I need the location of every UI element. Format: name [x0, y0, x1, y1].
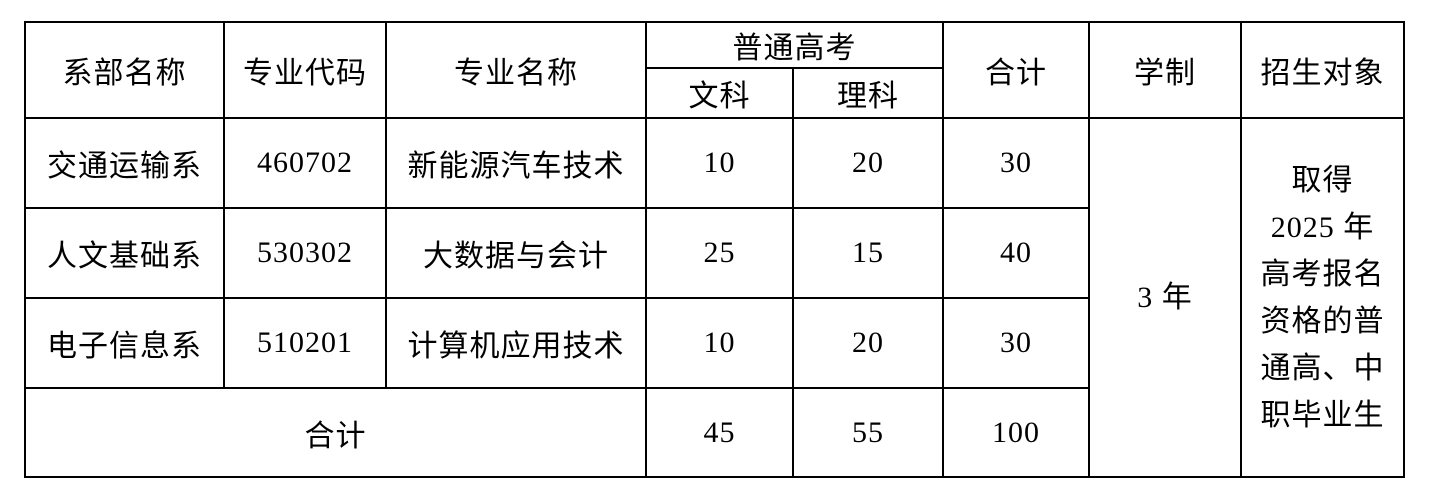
cell-science-count: 20 — [792, 117, 944, 209]
cell-liberal-arts-count: 10 — [645, 297, 794, 389]
header-target: 招生对象 — [1240, 21, 1405, 119]
summary-science-total: 55 — [792, 387, 944, 478]
header-major-code: 专业代码 — [223, 21, 387, 119]
header-science: 理科 — [792, 67, 944, 119]
enrollment-plan-table: 系部名称 专业代码 专业名称 普通高考 合计 学制 招生对象 文科 理科 交通运… — [24, 21, 1405, 478]
header-liberal-arts: 文科 — [645, 67, 794, 119]
cell-department: 电子信息系 — [24, 297, 225, 389]
cell-row-total: 40 — [942, 207, 1090, 299]
cell-science-count: 15 — [792, 207, 944, 299]
summary-grand-total: 100 — [942, 387, 1090, 478]
summary-label: 合计 — [24, 387, 647, 478]
cell-target: 取得 2025 年 高考报名 资格的普 通高、中 职毕业生 — [1240, 117, 1405, 478]
table-row: 电子信息系 510201 计算机应用技术 10 20 30 — [24, 297, 1404, 389]
summary-liberal-arts-total: 45 — [645, 387, 794, 478]
table-row: 交通运输系 460702 新能源汽车技术 10 20 30 3 年 取得 202… — [24, 117, 1405, 478]
cell-major-name: 新能源汽车技术 — [385, 117, 647, 209]
cell-department: 交通运输系 — [24, 117, 225, 209]
cell-major-name: 计算机应用技术 — [385, 297, 647, 389]
cell-major-code: 510201 — [223, 297, 387, 389]
cell-major-code: 530302 — [223, 207, 387, 299]
table-row: 人文基础系 530302 大数据与会计 25 15 40 — [24, 207, 1404, 299]
cell-department: 人文基础系 — [24, 207, 225, 299]
cell-science-count: 20 — [792, 297, 944, 389]
cell-major-name: 大数据与会计 — [385, 207, 647, 299]
summary-row: 合计 45 55 100 — [24, 387, 1404, 478]
cell-row-total: 30 — [942, 117, 1090, 209]
header-department: 系部名称 — [24, 21, 225, 119]
header-duration: 学制 — [1088, 21, 1242, 119]
cell-row-total: 30 — [942, 297, 1090, 389]
header-gaokao-group: 普通高考 — [645, 21, 944, 69]
header-total: 合计 — [942, 21, 1090, 119]
cell-liberal-arts-count: 10 — [645, 117, 794, 209]
cell-major-code: 460702 — [223, 117, 387, 209]
cell-duration: 3 年 — [1088, 117, 1242, 478]
cell-liberal-arts-count: 25 — [645, 207, 794, 299]
header-major-name: 专业名称 — [385, 21, 647, 119]
